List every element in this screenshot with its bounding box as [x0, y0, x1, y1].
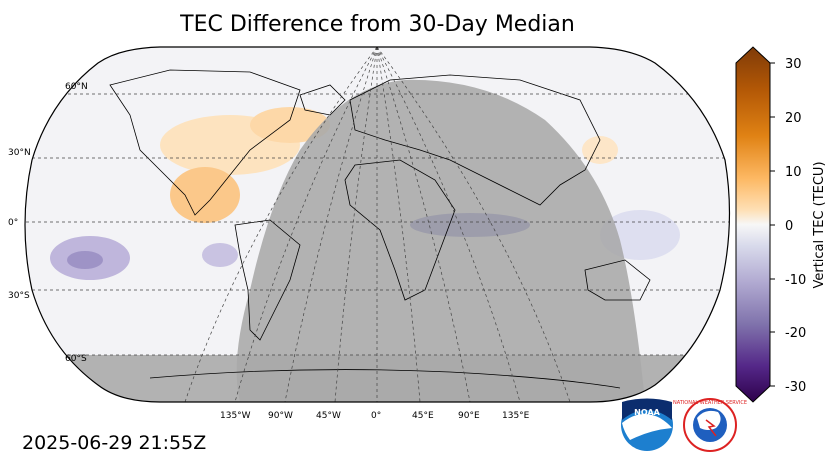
- graticule: [25, 47, 730, 402]
- lon-label: 90°W: [268, 411, 293, 421]
- australia-outline: [584, 259, 651, 301]
- colorbar-tick: 0: [785, 219, 793, 234]
- nws-logo-text: NATIONAL WEATHER SERVICE: [673, 400, 747, 406]
- eurasia-outline: [349, 74, 601, 206]
- noaa-logo: NOAA: [621, 398, 673, 451]
- colorbar-tick: -20: [785, 326, 806, 341]
- lon-label: 90°E: [458, 411, 480, 421]
- positive-anomaly-central-america: [170, 167, 240, 223]
- colorbar-label: Vertical TEC (TECU): [812, 161, 827, 288]
- antarctica-outline: [149, 369, 621, 389]
- globe-map: [25, 47, 730, 402]
- lat-label: 0°: [8, 218, 18, 228]
- lon-label: 45°E: [412, 411, 434, 421]
- lat-label: 60°S: [65, 354, 87, 364]
- colorbar-tick: -10: [785, 273, 806, 288]
- colorbar-tick: 30: [785, 57, 802, 72]
- colorbar-tick: 10: [785, 165, 802, 180]
- north-america-outline: [109, 69, 301, 216]
- colorbar-tick: -30: [785, 380, 806, 395]
- greenland-outline: [299, 84, 346, 116]
- globe-outline: [24, 46, 731, 403]
- south-america-outline: [234, 219, 301, 341]
- lon-label: 45°W: [316, 411, 341, 421]
- timestamp: 2025-06-29 21:55Z: [22, 432, 207, 454]
- lat-label: 30°N: [8, 148, 31, 158]
- lon-label: 135°E: [502, 411, 530, 421]
- noaa-logo-text: NOAA: [634, 408, 660, 417]
- colorbar-tick: 20: [785, 111, 802, 126]
- lat-label: 60°N: [65, 82, 88, 92]
- lat-label: 30°S: [8, 291, 30, 301]
- lon-label: 0°: [371, 411, 381, 421]
- chart-title: TEC Difference from 30-Day Median: [180, 12, 575, 37]
- colorbar: 30 20 10 0 -10 -20 -30 Vertical TEC (TEC…: [735, 46, 827, 403]
- nws-logo: NATIONAL WEATHER SERVICE: [673, 398, 747, 452]
- africa-outline: [344, 159, 456, 301]
- coastlines: [109, 69, 651, 389]
- lon-label: 135°W: [220, 411, 251, 421]
- night-side-shading: [236, 79, 645, 402]
